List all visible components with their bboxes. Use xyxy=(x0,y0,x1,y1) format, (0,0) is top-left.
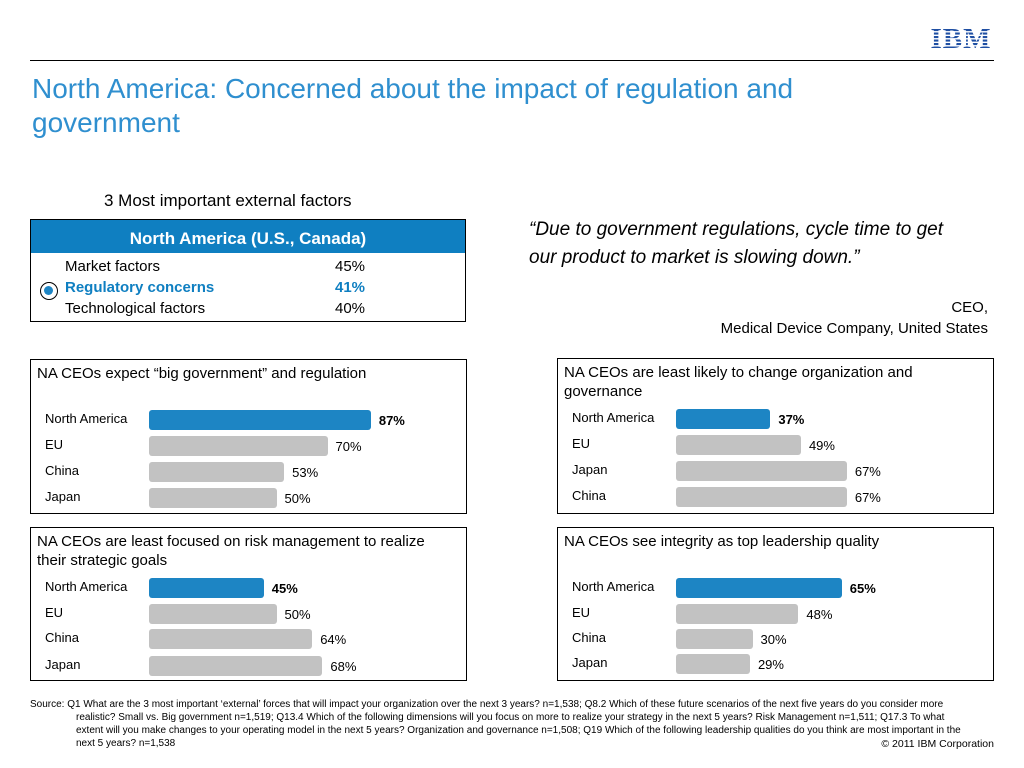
external-factors-table: North America (U.S., Canada) Market fact… xyxy=(30,219,466,322)
bar xyxy=(149,462,285,482)
bar xyxy=(676,604,799,624)
bar-value-label: 70% xyxy=(335,439,362,454)
source-text: Source: Q1 What are the 3 most important… xyxy=(30,699,961,749)
factor-row: Technological factors 40% xyxy=(65,300,365,317)
row-label: EU xyxy=(572,605,591,620)
bar-north-america xyxy=(676,409,771,429)
factor-value: 40% xyxy=(335,300,366,317)
row-label: China xyxy=(572,488,606,503)
page-title: North America: Concerned about the impac… xyxy=(32,73,794,138)
panel-risk-management: NA CEOs are least focused on risk manage… xyxy=(30,527,467,681)
svg-text:IBM: IBM xyxy=(931,23,992,52)
factor-value: 45% xyxy=(335,258,366,275)
bar-value-label: 49% xyxy=(808,438,835,453)
panel-title: NA CEOs see integrity as top leadership … xyxy=(564,533,880,550)
row-label: EU xyxy=(572,436,591,451)
bar xyxy=(149,436,328,456)
header-rule xyxy=(30,60,994,61)
bar xyxy=(149,629,313,649)
bar-value-label: 48% xyxy=(806,607,833,622)
row-label: China xyxy=(572,630,606,645)
bar-north-america xyxy=(149,578,264,598)
attribution-org: Medical Device Company, United States xyxy=(720,320,988,337)
highlight-marker-icon xyxy=(40,282,58,300)
bar xyxy=(676,487,847,507)
bar xyxy=(676,435,801,455)
copyright: © 2011 IBM Corporation xyxy=(881,738,994,750)
row-label: Japan xyxy=(572,655,608,670)
bar xyxy=(676,654,750,674)
panel-leadership-integrity: NA CEOs see integrity as top leadership … xyxy=(557,527,994,681)
bar-value-label: 67% xyxy=(854,490,881,505)
bar-value-label: 29% xyxy=(757,657,784,672)
panel-title: NA CEOs are least focused on risk manage… xyxy=(37,533,425,569)
row-label: China xyxy=(45,630,79,645)
row-label: North America xyxy=(45,579,128,594)
bar xyxy=(149,656,323,676)
factors-heading: 3 Most important external factors xyxy=(104,191,352,210)
bar-value-label: 30% xyxy=(760,632,787,647)
bar-value-label: 37% xyxy=(778,412,805,427)
factor-row-highlighted: Regulatory concerns 41% xyxy=(65,279,365,296)
bar-value-label: 87% xyxy=(378,413,405,428)
row-label: North America xyxy=(45,411,128,426)
factor-label: Market factors xyxy=(65,258,161,275)
bar-value-label: 65% xyxy=(849,581,876,596)
bar xyxy=(149,488,277,508)
row-label: Japan xyxy=(45,489,81,504)
row-label: Japan xyxy=(45,657,81,672)
row-label: North America xyxy=(572,579,655,594)
panel-big-government: NA CEOs expect “big government” and regu… xyxy=(30,359,467,514)
panel-title: NA CEOs are least likely to change organ… xyxy=(564,364,913,400)
row-label: EU xyxy=(45,605,64,620)
row-label: China xyxy=(45,463,79,478)
factor-label: Technological factors xyxy=(65,300,206,317)
row-label: EU xyxy=(45,437,64,452)
panel-title: NA CEOs expect “big government” and regu… xyxy=(37,365,367,382)
bar-north-america xyxy=(676,578,842,598)
factor-value: 41% xyxy=(335,279,366,296)
attribution-role: CEO, xyxy=(951,299,988,316)
bar xyxy=(676,461,847,481)
row-label: North America xyxy=(572,410,655,425)
ibm-logo: IBM xyxy=(931,23,992,52)
factor-row: Market factors 45% xyxy=(65,258,365,275)
source-note: Source: Q1 What are the 3 most important… xyxy=(30,698,970,750)
bar-value-label: 68% xyxy=(330,659,357,674)
ceo-quote: “Due to government regulations, cycle ti… xyxy=(529,219,943,268)
row-label: Japan xyxy=(572,462,608,477)
quote-attribution: CEO, Medical Device Company, United Stat… xyxy=(721,297,988,339)
factor-label: Regulatory concerns xyxy=(65,279,215,296)
panel-organization-governance: NA CEOs are least likely to change organ… xyxy=(557,358,994,514)
bar-value-label: 50% xyxy=(284,491,311,506)
bar xyxy=(676,629,753,649)
bar-north-america xyxy=(149,410,371,430)
region-header: North America (U.S., Canada) xyxy=(31,220,465,253)
bar-value-label: 64% xyxy=(320,632,347,647)
bar-value-label: 53% xyxy=(292,465,319,480)
bar xyxy=(149,604,277,624)
bar-value-label: 45% xyxy=(271,581,298,596)
bar-value-label: 67% xyxy=(854,464,881,479)
bar-value-label: 50% xyxy=(284,607,311,622)
